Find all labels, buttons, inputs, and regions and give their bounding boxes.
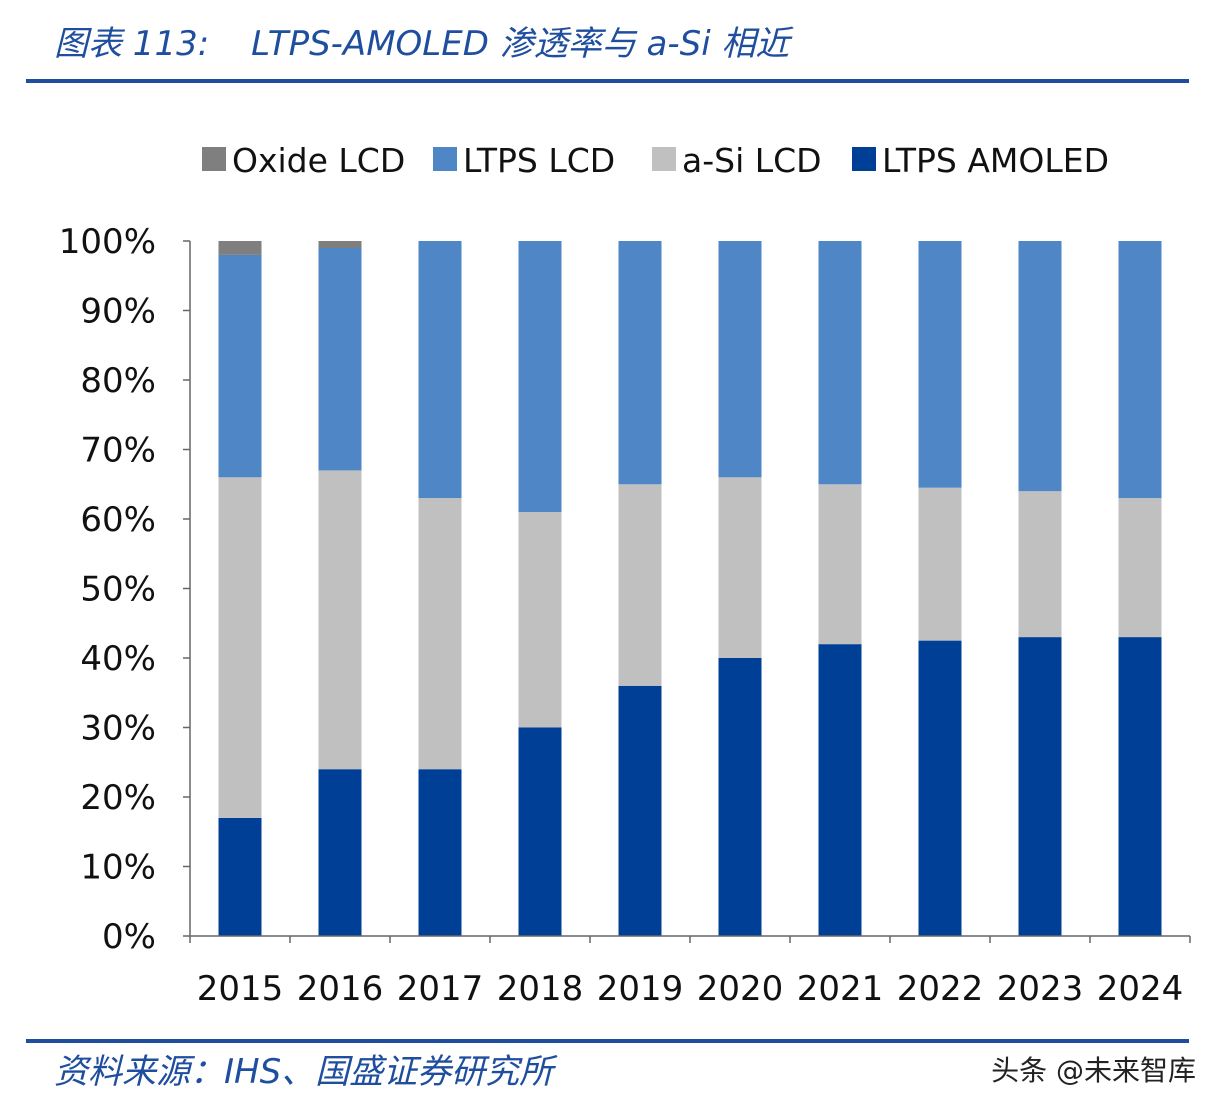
- y-tick-label: 90%: [80, 292, 156, 332]
- bar-ltps-lcd-2021: [818, 241, 862, 485]
- y-tick-label: 30%: [80, 709, 156, 749]
- legend-label-ltps-lcd: LTPS LCD: [463, 141, 615, 180]
- bar-ltps-lcd-2016: [318, 248, 362, 471]
- chart-legend: Oxide LCD LTPS LCD a-Si LCD LTPS AMOLED: [202, 141, 1109, 180]
- watermark: 头条 @未来智库: [991, 1054, 1196, 1087]
- header-rule: [26, 79, 1189, 83]
- bar-a-si-lcd-2023: [1018, 491, 1062, 638]
- bar-a-si-lcd-2022: [918, 487, 962, 641]
- y-tick-label: 50%: [80, 570, 156, 610]
- y-tick-label: 80%: [80, 361, 156, 401]
- bar-ltps-amoled-2020: [718, 658, 762, 936]
- figure-title: 图表 113: LTPS-AMOLED 渗透率与 a-Si 相近: [54, 16, 789, 65]
- y-tick-label: 100%: [59, 222, 156, 262]
- bar-ltps-lcd-2022: [918, 241, 962, 488]
- legend-label-ltps-amoled: LTPS AMOLED: [882, 141, 1109, 180]
- y-tick-label: 0%: [102, 917, 156, 957]
- bar-ltps-lcd-2018: [518, 241, 562, 512]
- source-note: 资料来源：IHS、国盛证券研究所: [54, 1052, 554, 1092]
- bar-ltps-amoled-2024: [1118, 637, 1162, 936]
- bar-ltps-amoled-2016: [318, 769, 362, 936]
- bar-a-si-lcd-2024: [1118, 498, 1162, 638]
- y-tick-label: 70%: [80, 431, 156, 471]
- bar-ltps-amoled-2019: [618, 685, 662, 936]
- legend-swatch-oxide-lcd: [202, 147, 226, 171]
- bar-oxide-lcd-2015: [218, 241, 262, 255]
- bar-a-si-lcd-2015: [218, 477, 262, 818]
- bar-a-si-lcd-2017: [418, 498, 462, 770]
- x-tick-label: 2016: [297, 969, 384, 1009]
- bar-ltps-amoled-2021: [818, 644, 862, 936]
- bar-ltps-lcd-2015: [218, 254, 262, 478]
- x-tick-label: 2015: [197, 969, 284, 1009]
- y-tick-label: 10%: [80, 848, 156, 888]
- y-tick-label: 60%: [80, 500, 156, 540]
- bar-ltps-lcd-2024: [1118, 241, 1162, 499]
- footer-rule: [26, 1039, 1189, 1043]
- x-tick-label: 2020: [697, 969, 784, 1009]
- x-tick-label: 2018: [497, 969, 584, 1009]
- bar-oxide-lcd-2016: [318, 241, 362, 248]
- bar-a-si-lcd-2019: [618, 484, 662, 686]
- x-tick-label: 2023: [997, 969, 1084, 1009]
- bar-ltps-lcd-2019: [618, 241, 662, 485]
- y-tick-label: 20%: [80, 778, 156, 818]
- bar-a-si-lcd-2018: [518, 512, 562, 728]
- chart-bars: [218, 241, 1162, 936]
- x-tick-label: 2021: [797, 969, 884, 1009]
- bar-a-si-lcd-2020: [718, 477, 762, 658]
- bar-ltps-amoled-2018: [518, 727, 562, 936]
- legend-swatch-ltps-amoled: [852, 147, 876, 171]
- bar-ltps-amoled-2017: [418, 769, 462, 936]
- x-tick-label: 2022: [897, 969, 984, 1009]
- legend-swatch-a-si-lcd: [652, 147, 676, 171]
- bar-ltps-lcd-2020: [718, 241, 762, 478]
- x-tick-label: 2017: [397, 969, 484, 1009]
- bar-ltps-amoled-2023: [1018, 637, 1062, 936]
- bar-ltps-amoled-2022: [918, 640, 962, 936]
- bar-ltps-lcd-2017: [418, 241, 462, 499]
- bar-a-si-lcd-2016: [318, 470, 362, 770]
- x-tick-label: 2024: [1097, 969, 1184, 1009]
- y-tick-label: 40%: [80, 639, 156, 679]
- bar-a-si-lcd-2021: [818, 484, 862, 645]
- legend-label-oxide-lcd: Oxide LCD: [232, 141, 405, 180]
- chart-axes: 0% 10% 20% 30% 40% 50% 60% 70% 80% 90% 100% 2015 201…: [59, 222, 1191, 1009]
- bar-ltps-amoled-2015: [218, 817, 262, 936]
- legend-swatch-ltps-lcd: [433, 147, 457, 171]
- x-tick-label: 2019: [597, 969, 684, 1009]
- figure-number: 图表 113:: [54, 24, 210, 64]
- bar-ltps-lcd-2023: [1018, 241, 1062, 492]
- figure-title-text: LTPS-AMOLED 渗透率与 a-Si 相近: [251, 24, 790, 64]
- legend-label-a-si-lcd: a-Si LCD: [682, 141, 822, 180]
- stacked-bar-chart: Oxide LCD LTPS LCD a-Si LCD LTPS AMOLED 0% 1…: [59, 141, 1191, 1009]
